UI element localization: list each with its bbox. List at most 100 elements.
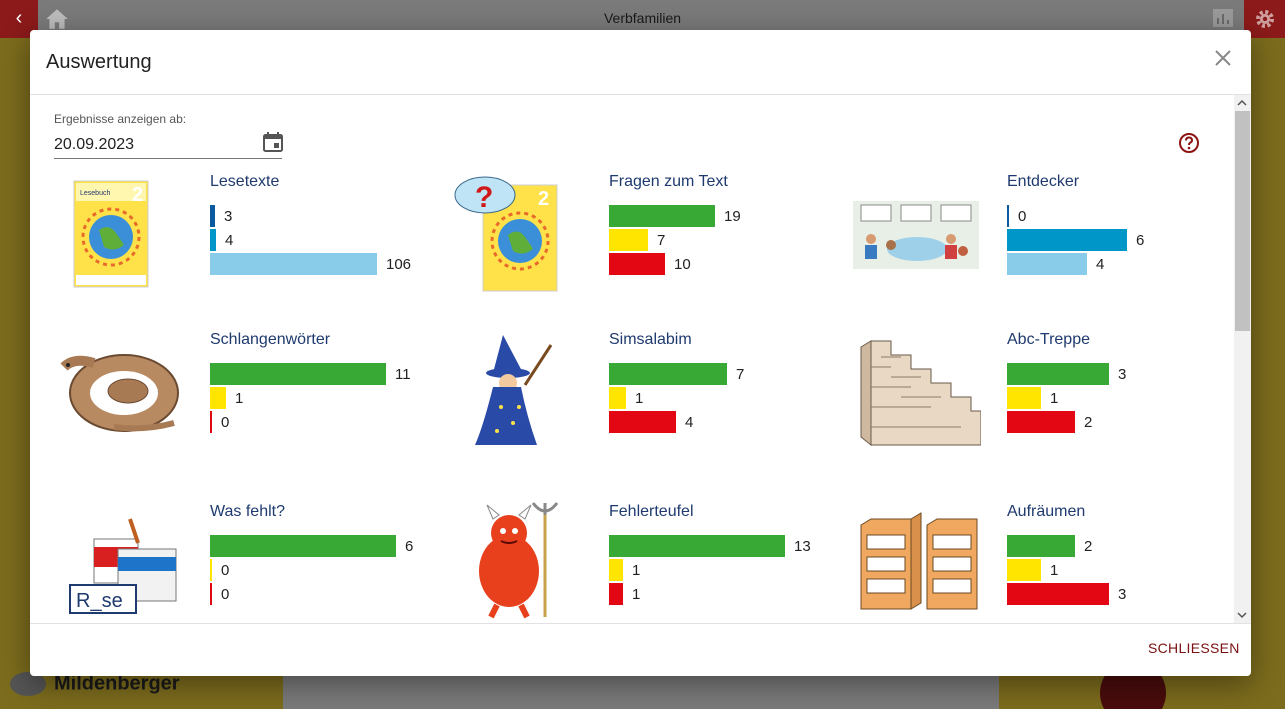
paint-buckets-icon: R_se [54,499,184,619]
result-value: 10 [674,256,691,273]
stairs-icon [851,327,982,447]
snake-icon [54,327,184,447]
exercise-card: R_se Was fehlt? 6 0 0 [54,503,454,623]
stats-icon[interactable] [1212,8,1234,28]
exercise-title: Aufräumen [1007,503,1086,520]
result-bar-yellow [609,229,648,251]
exercise-card: Aufräumen 2 1 3 [851,503,1234,623]
shelves-icon [851,499,981,619]
result-value: 7 [736,366,745,383]
result-bar-lightblue [1007,253,1087,275]
result-bar-green [210,535,396,557]
result-bar-red [1007,411,1075,433]
result-bar-green [210,363,386,385]
scrollbar[interactable] [1234,95,1251,623]
result-value: 6 [1136,232,1145,249]
result-value: 0 [221,562,230,579]
classroom-scene-icon [851,175,981,295]
result-value: 2 [1084,538,1093,555]
result-bar-yellow [210,387,226,409]
result-bar-red [1007,583,1109,605]
dialog-content: Ergebnisse anzeigen ab: Lesebuch 2 Lesetex… [30,95,1234,623]
divider [30,623,1251,624]
date-label: Ergebnisse anzeigen ab: [54,112,187,126]
result-bar-green [609,535,785,557]
result-value: 7 [657,232,666,249]
wizard-icon [453,327,583,447]
exercise-card: Abc-Treppe 3 1 2 [851,331,1234,481]
result-value: 0 [221,414,230,431]
result-value: 1 [632,586,641,603]
exercise-card: Entdecker 0 6 4 [851,173,1234,323]
result-value: 13 [794,538,811,555]
exercise-title: Fragen zum Text [609,173,728,190]
result-value: 19 [724,208,741,225]
result-bar-red [609,411,676,433]
exercise-card: 2? Fragen zum Text 19 7 10 [453,173,853,323]
result-bar-green [609,205,715,227]
result-value: 106 [386,256,412,273]
exercise-title: Lesetexte [210,173,280,190]
close-icon[interactable] [1212,47,1234,69]
result-bar-darkblue [1007,205,1009,227]
mildenberger-logo: Mildenberger [10,672,180,696]
exercise-title: Abc-Treppe [1007,331,1090,348]
dialog-title: Auswertung [46,51,152,73]
help-icon[interactable] [1178,132,1200,154]
exercise-title: Simsalabim [609,331,692,348]
home-icon[interactable] [44,7,70,31]
result-value: 2 [1084,414,1093,431]
result-value: 1 [635,390,644,407]
scroll-down-icon[interactable] [1236,610,1248,620]
result-bar-yellow [609,559,623,581]
lesebuch-question-icon: 2? [453,175,583,295]
result-bar-green [1007,535,1075,557]
lesebuch-cover-icon: Lesebuch 2 [54,175,184,295]
result-value: 4 [225,232,234,249]
result-bar-red [210,583,212,605]
exercise-card: Schlangenwörter 11 1 0 [54,331,454,481]
result-bar-lightblue [210,253,377,275]
result-value: 3 [1118,586,1127,603]
svg-text:2: 2 [132,184,143,206]
svg-text:?: ? [475,181,493,214]
result-bar-green [609,363,727,385]
result-bar-red [210,411,212,433]
result-bar-yellow [1007,559,1041,581]
close-button[interactable]: SCHLIESSEN [1148,640,1240,656]
result-value: 1 [235,390,244,407]
result-bar-yellow [1007,387,1041,409]
app-panel [283,676,999,709]
result-value: 6 [405,538,414,555]
exercise-title: Entdecker [1007,173,1080,190]
result-value: 11 [395,366,411,383]
svg-text:2: 2 [538,188,549,210]
result-value: 4 [685,414,694,431]
gear-icon [1256,10,1274,28]
result-bar-blue [210,229,216,251]
result-value: 1 [632,562,641,579]
exercise-title: Was fehlt? [210,503,285,520]
result-bar-green [1007,363,1109,385]
result-bar-blue [1007,229,1127,251]
app-title: Verbfamilien [603,10,682,26]
result-bar-red [609,253,665,275]
result-bar-yellow [210,559,212,581]
rose-sign-text: R_se [76,590,123,612]
result-value: 3 [224,208,233,225]
devil-icon [453,499,583,619]
scroll-thumb[interactable] [1235,111,1250,331]
result-bar-red [609,583,623,605]
result-value: 1 [1050,390,1059,407]
calendar-icon[interactable] [262,131,284,153]
settings-button[interactable] [1244,0,1285,38]
exercise-title: Fehlerteufel [609,503,694,520]
svg-text:Lesebuch: Lesebuch [80,190,110,197]
exercise-title: Schlangenwörter [210,331,331,348]
result-value: 0 [1018,208,1027,225]
scroll-up-icon[interactable] [1236,98,1248,108]
result-value: 3 [1118,366,1127,383]
date-input[interactable] [54,129,282,159]
result-value: 1 [1050,562,1059,579]
exercise-card: Fehlerteufel 13 1 1 [453,502,853,623]
